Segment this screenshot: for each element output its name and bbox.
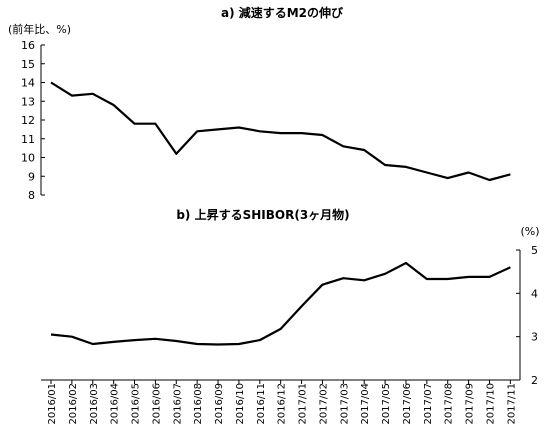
panel-b-y-tick-label: 4 bbox=[531, 287, 538, 300]
panel-a-y-tick-label: 15 bbox=[21, 58, 35, 71]
x-tick-label: 2017/02 bbox=[318, 383, 329, 425]
panel-a: a) 減速するM2の伸び (前年比、%) 8 9 10 11 12 13 14 15 16 bbox=[8, 5, 511, 202]
panel-b-series bbox=[50, 261, 511, 346]
panel-b-shibor-line bbox=[50, 261, 511, 346]
panel-a-y-tick-label: 9 bbox=[28, 170, 35, 183]
x-tick-label: 2017/03 bbox=[339, 383, 350, 425]
panel-a-y-tick-label: 13 bbox=[21, 95, 35, 108]
x-tick-label: 2016/10 bbox=[235, 383, 246, 425]
x-tick-label: 2016/08 bbox=[193, 383, 204, 425]
x-tick-label: 2016/04 bbox=[110, 383, 121, 425]
x-tick-label: 2016/12 bbox=[277, 383, 288, 425]
panel-b-title: b) 上昇するSHIBOR(3ヶ月物) bbox=[176, 207, 349, 222]
x-tick-label: 2016/01 bbox=[47, 383, 58, 425]
x-tick-label: 2017/10 bbox=[485, 383, 496, 425]
x-tick-label: 2017/04 bbox=[360, 383, 371, 425]
x-tick-label: 2017/05 bbox=[381, 383, 392, 425]
x-tick-label: 2017/11 bbox=[506, 383, 517, 425]
x-tick-label: 2016/06 bbox=[151, 383, 162, 425]
x-tick-label: 2016/09 bbox=[214, 383, 225, 425]
x-tick-label: 2016/05 bbox=[131, 383, 142, 425]
panel-a-unit-label: (前年比、%) bbox=[8, 22, 71, 36]
x-tick-label: 2016/02 bbox=[68, 383, 79, 425]
panel-a-y-axis: 8 9 10 11 12 13 14 15 16 bbox=[21, 39, 45, 202]
panel-a-y-tick-label: 8 bbox=[28, 189, 35, 202]
x-axis-labels: 2016/01 2016/02 2016/03 2016/04 2016/05 2016/… bbox=[47, 383, 517, 425]
panel-a-series bbox=[50, 81, 511, 182]
panel-b-y-tick-label: 2 bbox=[531, 374, 538, 387]
x-tick-label: 2017/07 bbox=[423, 383, 434, 425]
x-tick-label: 2016/07 bbox=[172, 383, 183, 425]
x-tick-label: 2016/03 bbox=[89, 383, 100, 425]
panel-a-m2-line bbox=[50, 81, 511, 182]
panel-b-y-tick-label: 5 bbox=[531, 244, 538, 257]
panel-a-y-tick-label: 10 bbox=[21, 152, 35, 165]
panel-a-y-tick-label: 14 bbox=[21, 77, 35, 90]
x-tick-label: 2017/01 bbox=[298, 383, 309, 425]
panel-b-unit-label: (%) bbox=[520, 225, 539, 238]
x-tick-label: 2017/09 bbox=[465, 383, 476, 425]
panel-a-title: a) 減速するM2の伸び bbox=[221, 5, 344, 20]
panel-a-y-tick-label: 12 bbox=[21, 114, 35, 127]
panel-a-y-tick-label: 16 bbox=[21, 39, 35, 52]
panel-b-y-tick-label: 3 bbox=[531, 331, 538, 344]
x-tick-label: 2017/06 bbox=[402, 383, 413, 425]
panel-b-axes: 2 3 4 5 bbox=[41, 244, 538, 387]
x-tick-label: 2016/11 bbox=[256, 383, 267, 425]
panel-a-y-tick-label: 11 bbox=[21, 133, 35, 146]
x-tick-label: 2017/08 bbox=[444, 383, 455, 425]
